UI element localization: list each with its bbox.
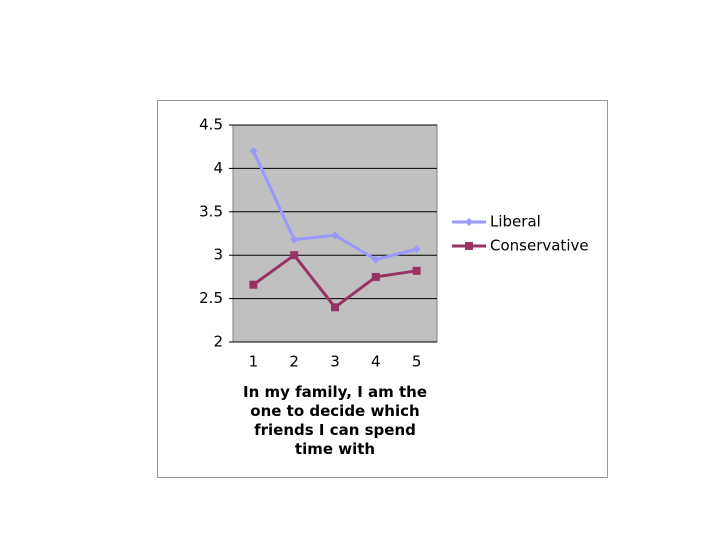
- point: [412, 245, 421, 254]
- x-tick-label: 5: [412, 353, 422, 371]
- legend-label: Conservative: [490, 237, 589, 255]
- point: [331, 303, 339, 312]
- x-tick-label: 2: [289, 353, 299, 371]
- x-tick-label: 4: [371, 353, 381, 371]
- y-tick-label: 3: [213, 246, 223, 264]
- point: [290, 251, 299, 260]
- point: [331, 231, 339, 240]
- y-tick-label: 2: [213, 333, 223, 351]
- x-axis-title: In my family, I am the one to decide whi…: [242, 383, 427, 458]
- point: [371, 272, 380, 281]
- y-tick-label: 4: [213, 159, 223, 177]
- point: [290, 235, 299, 244]
- point: [412, 266, 421, 275]
- point: [465, 242, 473, 250]
- point: [371, 255, 380, 264]
- point: [249, 280, 258, 289]
- x-tick-label: 1: [249, 353, 259, 371]
- y-tick-label: 4.5: [199, 116, 223, 134]
- y-tick-label: 3.5: [199, 202, 223, 220]
- point: [249, 147, 258, 156]
- point: [465, 218, 473, 226]
- y-tick-label: 2.5: [199, 289, 223, 307]
- legend-label: Liberal: [490, 213, 541, 231]
- x-tick-label: 3: [330, 353, 340, 371]
